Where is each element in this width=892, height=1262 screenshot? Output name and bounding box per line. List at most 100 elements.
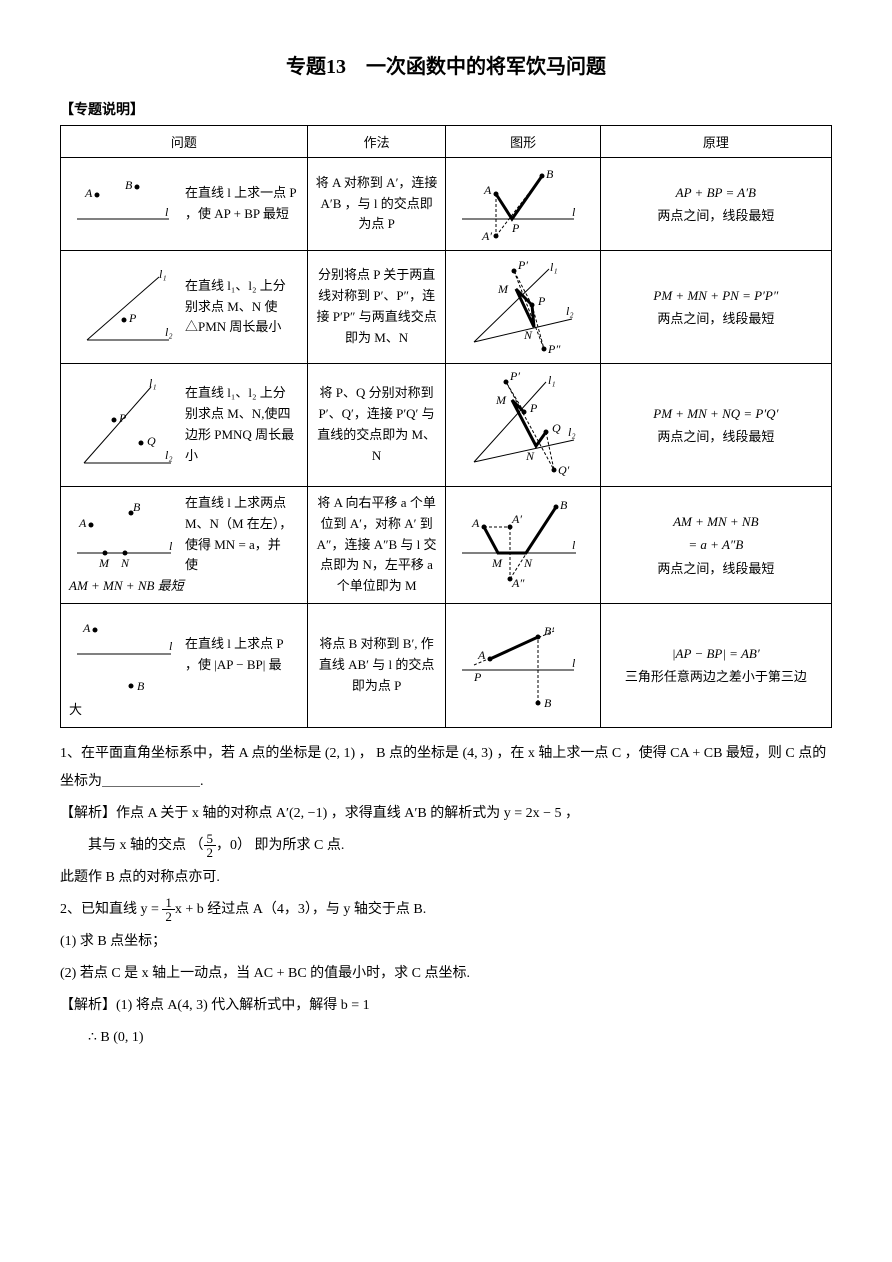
svg-text:l: l (572, 205, 576, 219)
q1-solution-b: 其与 x 轴的交点 （52，0） 即为所求 C 点. (60, 832, 832, 860)
svg-text:P: P (537, 294, 546, 308)
svg-text:A: A (477, 648, 486, 662)
method-text: 将 P、Q 分别对称到 P′、Q′，连接 P′Q′ 与直线的交点即为 M、N (316, 383, 438, 466)
principle-text: 两点之间，线段最短 (609, 204, 823, 227)
principle-eq: |AP − BP| = AB′ (609, 642, 823, 665)
principle-eq: AP + BP = A′B (609, 181, 823, 204)
svg-text:l₁: l₁ (548, 373, 556, 387)
principle-eq: PM + MN + NQ = P′Q′ (609, 402, 823, 425)
svg-text:l: l (169, 639, 173, 653)
problem-text-extra: 大 (69, 700, 299, 721)
svg-text:A: A (471, 516, 480, 530)
svg-text:B: B (546, 167, 554, 181)
q2-solution: 【解析】(1) 将点 A(4, 3) 代入解析式中，解得 b = 1 (60, 992, 832, 1020)
svg-text:M: M (491, 556, 503, 570)
q2-suffix: x + b 经过点 A（4，3），与 y 轴交于点 B. (175, 902, 426, 917)
principle-eq: AM + MN + NB (609, 510, 823, 533)
col-header: 问题 (61, 126, 308, 158)
problem-sketch-1: A B l (69, 169, 179, 239)
svg-text:l: l (169, 539, 173, 553)
q2-answer: ∴ B (0, 1) (60, 1024, 832, 1052)
figure-sketch-5: l A B B′ P (454, 615, 584, 715)
table-header-row: 问题 作法 图形 原理 (61, 126, 832, 158)
svg-text:l₂: l₂ (566, 304, 574, 318)
svg-text:B: B (560, 498, 568, 512)
svg-text:B: B (137, 679, 145, 693)
svg-text:P″: P″ (547, 342, 561, 356)
svg-text:P′: P′ (509, 370, 520, 383)
svg-text:A″: A″ (511, 576, 525, 590)
method-text: 将点 B 对称到 B′, 作直线 AB′ 与 l 的交点即为点 P (316, 634, 438, 696)
problem-sketch-2: l₁ l₂ P (69, 262, 179, 352)
svg-text:l₁: l₁ (159, 267, 167, 281)
svg-text:l₂: l₂ (165, 448, 173, 462)
col-header: 原理 (600, 126, 831, 158)
problem-text: 在直线 l₁、l₂ 上分别求点 M、N 使 △PMN 周长最小 (185, 276, 299, 338)
q1-sol-b-prefix: 其与 x 轴的交点 (88, 838, 186, 853)
svg-text:P: P (529, 401, 538, 415)
svg-text:A: A (82, 621, 91, 635)
svg-text:M: M (497, 282, 509, 296)
svg-text:M: M (495, 393, 507, 407)
svg-text:M: M (98, 556, 110, 570)
svg-text:l: l (165, 205, 169, 219)
svg-text:l₁: l₁ (149, 376, 157, 390)
svg-text:A: A (78, 516, 87, 530)
svg-text:P: P (128, 311, 137, 325)
svg-text:P: P (511, 221, 520, 235)
figure-sketch-3: l₁ l₂ P Q P′ Q′ M N (454, 370, 584, 480)
table-row: l₁ l₂ P Q 在直线 l₁、l₂ 上分别求点 M、N,使四边形 PMNQ … (61, 364, 832, 487)
q2-part1: (1) 求 B 点坐标； (60, 928, 832, 956)
page-title: 专题13 一次函数中的将军饮马问题 (60, 50, 832, 79)
summary-table: 问题 作法 图形 原理 A B l 在直线 l 上求一点 P ，使 AP + B… (60, 125, 832, 728)
problem-sketch-3: l₁ l₂ P Q (69, 375, 179, 475)
section-label: 【专题说明】 (60, 99, 832, 119)
svg-text:P: P (118, 411, 127, 425)
problem-text: 在直线 l 上求一点 P ，使 AP + BP 最短 (185, 183, 299, 225)
problem-sketch-4: A B l M N (69, 495, 179, 575)
svg-text:Q′: Q′ (558, 463, 570, 477)
svg-text:B: B (133, 500, 141, 514)
problem-text-extra: AM + MN + NB 最短 (69, 576, 299, 597)
table-row: A B l 在直线 l 上求一点 P ，使 AP + BP 最短 将 A 对称到… (61, 158, 832, 251)
svg-text:A′: A′ (511, 512, 522, 526)
principle-text: 两点之间，线段最短 (609, 425, 823, 448)
fraction-5-2: 52 (204, 832, 217, 859)
q1: 1、在平面直角坐标系中，若 A 点的坐标是 (2, 1) ， B 点的坐标是 (… (60, 740, 832, 796)
svg-text:B: B (544, 696, 552, 710)
svg-text:l: l (572, 538, 576, 552)
principle-text: 两点之间，线段最短 (609, 307, 823, 330)
svg-text:Q: Q (552, 421, 561, 435)
svg-text:l₁: l₁ (550, 260, 558, 274)
q2: 2、已知直线 y = 12x + b 经过点 A（4，3），与 y 轴交于点 B… (60, 896, 832, 924)
svg-text:l₂: l₂ (568, 425, 576, 439)
svg-text:A′: A′ (481, 229, 492, 243)
svg-text:N: N (525, 449, 535, 463)
figure-sketch-2: l₁ l₂ P P′ P″ M N (454, 257, 584, 357)
svg-text:l₂: l₂ (165, 325, 173, 339)
comma: ，0） (216, 838, 251, 853)
q2-prefix: 2、已知直线 y = (60, 902, 162, 917)
fraction-1-2: 12 (162, 896, 175, 923)
figure-sketch-4: l A A′ B A″ M N (454, 495, 584, 595)
table-row: l₁ l₂ P 在直线 l₁、l₂ 上分别求点 M、N 使 △PMN 周长最小 … (61, 251, 832, 364)
svg-text:A: A (84, 186, 93, 200)
table-row: A l B 在直线 l 上求点 P ，使 |AP − BP| 最 大 将点 B … (61, 603, 832, 727)
svg-text:N: N (523, 556, 533, 570)
svg-text:A: A (483, 183, 492, 197)
method-text: 分别将点 P 关于两直线对称到 P′、P″，连接 P′P″ 与两直线交点即为 M… (316, 265, 438, 348)
principle-eq: PM + MN + PN = P′P″ (609, 284, 823, 307)
figure-sketch-1: l A B A′ P (454, 164, 584, 244)
q2-part2: (2) 若点 C 是 x 轴上一动点，当 AC + BC 的值最小时，求 C 点… (60, 960, 832, 988)
method-text: 将 A 向右平移 a 个单位到 A′，对称 A′ 到 A″，连接 A″B 与 l… (316, 493, 438, 597)
problem-text: 在直线 l 上求两点 M、N（M 在左），使得 MN = a，并 使 (185, 493, 299, 576)
col-header: 图形 (446, 126, 600, 158)
principle-eq2: = a + A″B (609, 533, 823, 556)
q1-note: 此题作 B 点的对称点亦可. (60, 864, 832, 892)
table-row: A B l M N 在直线 l 上求两点 M、N（M 在左），使得 MN = a… (61, 487, 832, 604)
method-text: 将 A 对称到 A′，连接 A′B ，与 l 的交点即为点 P (316, 173, 438, 235)
problem-text: 在直线 l₁、l₂ 上分别求点 M、N,使四边形 PMNQ 周长最小 (185, 383, 299, 466)
svg-text:l: l (572, 656, 576, 670)
svg-text:B: B (125, 178, 133, 192)
fraction-paren: （ (190, 838, 204, 853)
